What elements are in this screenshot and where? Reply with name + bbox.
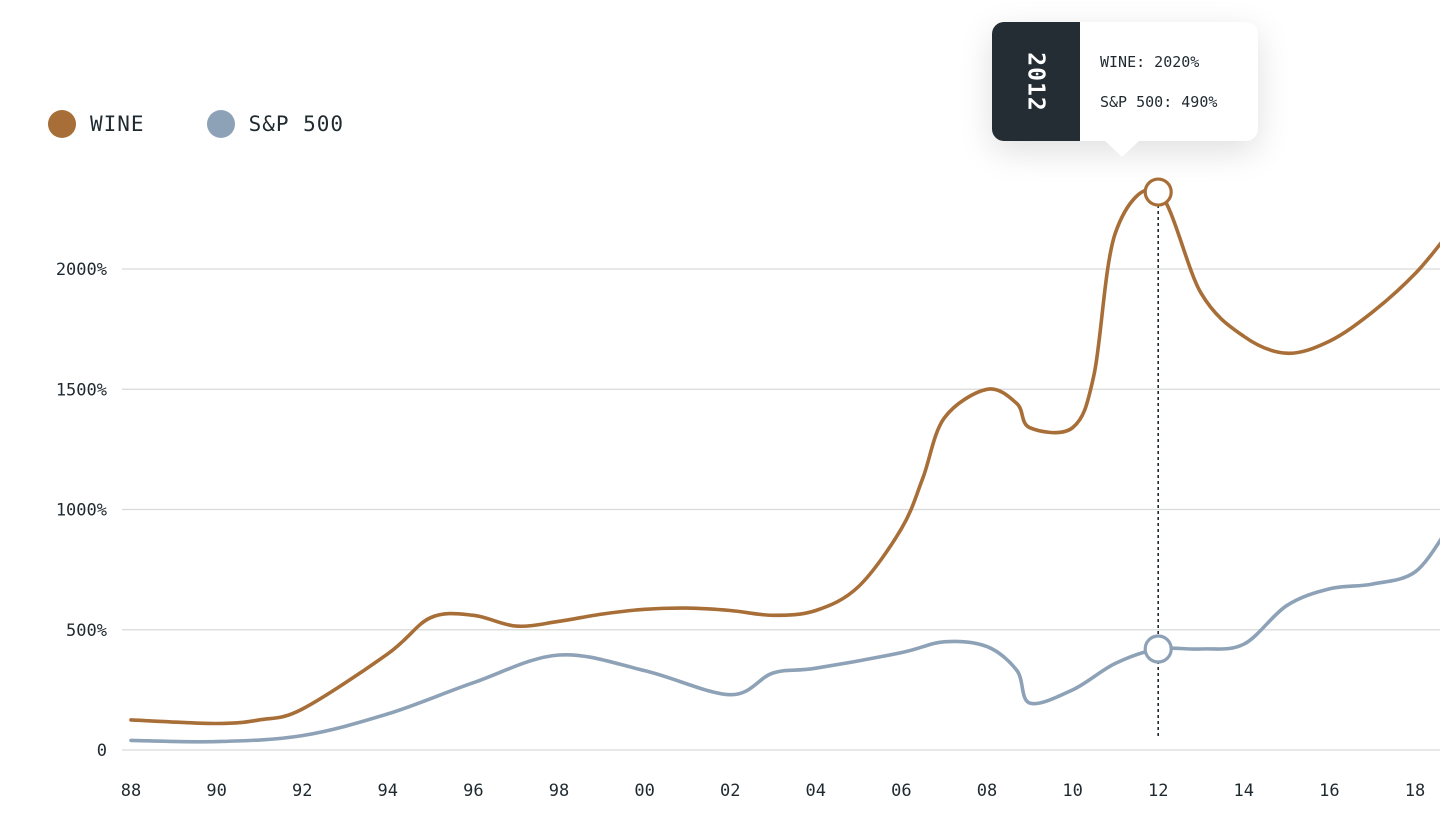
x-tick-label: 00 xyxy=(634,781,654,801)
x-tick-label: 14 xyxy=(1234,781,1254,801)
y-tick-label: 1500% xyxy=(56,380,107,400)
highlight-point-wine xyxy=(1143,177,1173,207)
x-tick-label: 88 xyxy=(121,781,141,801)
tooltip-wine-value: WINE: 2020% xyxy=(1100,52,1200,71)
tooltip-values: WINE: 2020% S&P 500: 490% xyxy=(1080,22,1217,141)
legend-swatch-sp500 xyxy=(206,110,235,138)
x-tick-label: 10 xyxy=(1062,781,1082,801)
highlight-point-sp500 xyxy=(1143,634,1173,664)
x-tick-label: 16 xyxy=(1319,781,1339,801)
series-line-wine xyxy=(129,187,1440,726)
x-tick-label: 04 xyxy=(806,781,826,801)
legend-item-sp500[interactable]: S&P 500 xyxy=(206,110,345,138)
x-tick-label: 96 xyxy=(463,781,483,801)
x-tick-label: 18 xyxy=(1405,781,1425,801)
y-tick-label: 0 xyxy=(97,741,107,761)
x-tick-label: 08 xyxy=(977,781,997,801)
x-tick-label: 92 xyxy=(292,781,312,801)
chart-legend: WINE S&P 500 xyxy=(48,110,344,138)
x-tick-label: 94 xyxy=(378,781,398,801)
y-tick-label: 1000% xyxy=(56,501,107,521)
legend-label-wine: WINE xyxy=(90,112,145,136)
x-tick-label: 06 xyxy=(891,781,911,801)
x-tick-label: 02 xyxy=(720,781,740,801)
legend-label-sp500: S&P 500 xyxy=(248,112,345,136)
tooltip-year: 2012 xyxy=(1022,51,1049,112)
legend-swatch-wine xyxy=(48,110,76,138)
chart-tooltip: 2012 WINE: 2020% S&P 500: 490% xyxy=(992,22,1258,157)
x-tick-label: 12 xyxy=(1148,781,1168,801)
legend-item-wine[interactable]: WINE xyxy=(48,110,145,138)
y-tick-label: 2000% xyxy=(56,260,107,280)
tooltip-sp500-value: S&P 500: 490% xyxy=(1100,92,1218,111)
series-line-sp500 xyxy=(129,537,1440,744)
tooltip-year-box: 2012 xyxy=(992,22,1080,141)
y-tick-label: 500% xyxy=(66,621,107,641)
x-tick-label: 98 xyxy=(549,781,569,801)
x-tick-label: 90 xyxy=(206,781,226,801)
